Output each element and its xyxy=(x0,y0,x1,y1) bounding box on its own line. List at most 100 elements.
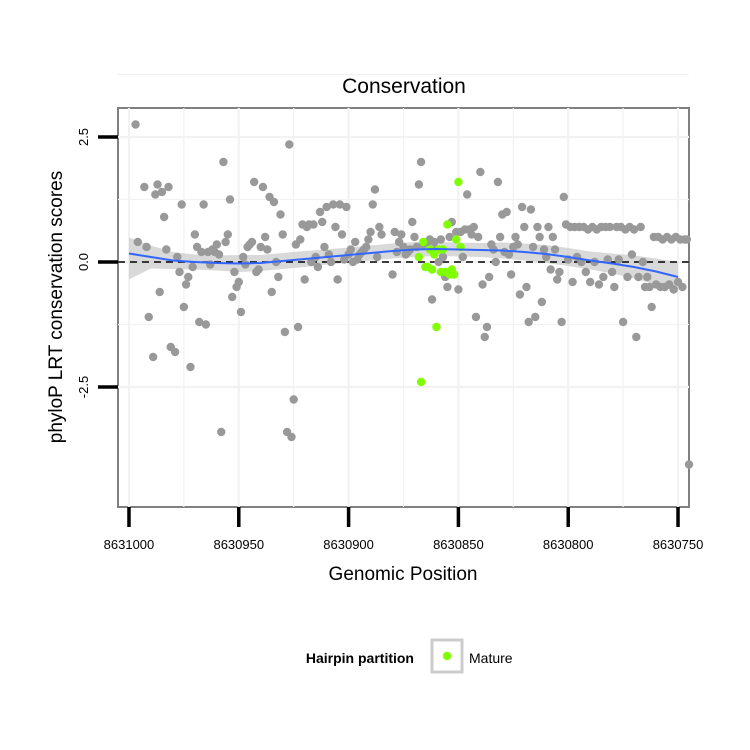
data-point xyxy=(293,322,303,332)
data-point xyxy=(263,245,272,254)
data-point xyxy=(473,232,483,242)
data-point xyxy=(170,347,180,357)
data-point xyxy=(361,242,371,252)
data-point xyxy=(236,307,246,317)
data-point xyxy=(309,220,318,229)
data-point xyxy=(476,167,485,177)
data-point xyxy=(416,157,426,167)
data-point xyxy=(241,260,250,269)
data-point xyxy=(515,290,525,299)
x-tick-label: 8630950 xyxy=(213,537,264,552)
data-point xyxy=(458,252,467,262)
data-point xyxy=(335,200,345,209)
data-point xyxy=(254,265,263,274)
data-point xyxy=(201,320,211,329)
y-axis: 2.5 0.0 -2.5 xyxy=(76,128,118,398)
y-tick-label: -2.5 xyxy=(76,376,91,398)
data-point xyxy=(438,252,448,262)
data-point xyxy=(390,227,399,237)
data-point xyxy=(195,317,204,327)
data-point xyxy=(157,187,167,197)
data-point xyxy=(151,190,160,199)
data-point xyxy=(643,272,652,282)
data-point xyxy=(638,257,648,267)
data-point xyxy=(214,250,224,259)
data-point xyxy=(186,362,195,372)
data-point xyxy=(296,235,305,244)
data-point xyxy=(131,120,140,129)
data-point xyxy=(184,272,193,282)
x-tick-label: 8630750 xyxy=(653,537,704,552)
data-point xyxy=(544,222,553,232)
data-point xyxy=(267,287,276,297)
data-point xyxy=(539,245,549,254)
mature-data-point xyxy=(454,177,463,187)
data-point xyxy=(678,282,687,292)
data-point xyxy=(491,257,500,267)
data-point xyxy=(326,257,336,267)
data-point xyxy=(188,262,197,272)
mature-data-point xyxy=(452,235,461,244)
data-point xyxy=(682,235,692,244)
data-point xyxy=(454,285,463,294)
chart-title: Conservation xyxy=(342,75,466,98)
data-point xyxy=(557,317,566,327)
other-points xyxy=(131,120,694,469)
data-point xyxy=(322,202,331,212)
data-point xyxy=(258,182,268,192)
data-point xyxy=(445,232,454,242)
data-point xyxy=(285,140,294,149)
data-point xyxy=(175,267,184,277)
data-point xyxy=(225,195,235,204)
data-point xyxy=(610,282,619,292)
data-point xyxy=(140,182,149,192)
data-point xyxy=(217,427,226,437)
data-point xyxy=(142,242,151,252)
data-point xyxy=(618,317,628,327)
data-point xyxy=(528,242,538,252)
data-point xyxy=(627,250,637,259)
data-point xyxy=(482,322,492,332)
data-point xyxy=(133,237,142,247)
data-point xyxy=(471,312,481,322)
data-point xyxy=(629,225,639,234)
mature-points xyxy=(414,177,465,387)
data-point xyxy=(228,292,237,302)
data-point xyxy=(287,432,296,442)
data-point xyxy=(533,222,542,232)
data-point xyxy=(467,230,476,239)
data-point xyxy=(531,312,540,322)
data-point xyxy=(559,192,569,202)
data-point xyxy=(495,232,505,242)
data-point xyxy=(212,240,222,249)
data-point xyxy=(555,267,564,277)
data-point xyxy=(173,252,182,262)
data-point xyxy=(517,202,527,212)
data-point xyxy=(614,255,623,264)
data-point xyxy=(537,297,547,307)
data-point xyxy=(179,302,189,312)
legend-title: Hairpin partition xyxy=(306,650,414,666)
mature-data-point xyxy=(443,220,452,229)
legend: Hairpin partition Mature xyxy=(306,638,513,674)
data-point xyxy=(221,237,230,247)
data-point xyxy=(377,230,386,239)
data-point xyxy=(155,287,164,297)
data-point xyxy=(388,270,397,279)
data-point xyxy=(636,222,645,232)
data-point xyxy=(632,332,641,342)
data-point xyxy=(199,200,208,209)
data-point xyxy=(504,250,514,259)
y-tick-label: 2.5 xyxy=(76,128,91,146)
x-tick-label: 8631000 xyxy=(104,537,155,552)
data-point xyxy=(581,267,590,277)
mature-data-point xyxy=(427,265,437,274)
y-axis-label: phyloP LRT conservation scores xyxy=(46,171,67,444)
legend-label-mature: Mature xyxy=(469,650,513,666)
data-point xyxy=(350,237,360,247)
data-point xyxy=(550,245,560,254)
data-point xyxy=(524,317,533,327)
data-point xyxy=(370,185,380,194)
data-point xyxy=(278,230,287,239)
data-point xyxy=(480,332,489,342)
